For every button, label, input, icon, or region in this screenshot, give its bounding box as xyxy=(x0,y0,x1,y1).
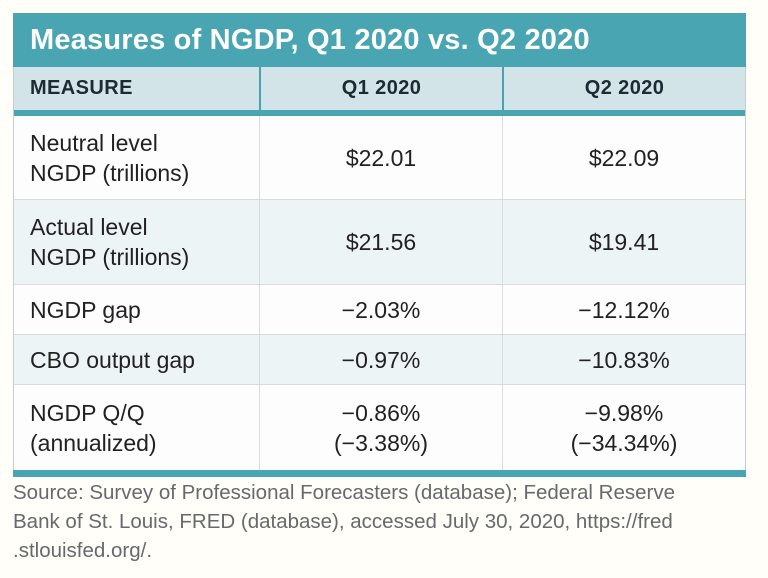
q1-value: −2.03% xyxy=(259,285,502,334)
q1-value: −0.97% xyxy=(259,335,502,384)
table-row-ngdp-qq: NGDP Q/Q (annualized) −0.86% (−3.38%) −9… xyxy=(14,384,745,470)
measure-label: CBO output gap xyxy=(30,346,195,373)
q2-value: $22.09 xyxy=(502,116,745,199)
measure-label: NGDP Q/Q (annualized) xyxy=(30,399,157,456)
table-row-ngdp-gap: NGDP gap −2.03% −12.12% xyxy=(14,284,745,334)
table-header-row: MEASURE Q1 2020 Q2 2020 xyxy=(14,67,745,110)
q1-value: $21.56 xyxy=(259,200,502,284)
table-row-cbo-output-gap: CBO output gap −0.97% −10.83% xyxy=(14,334,745,384)
q2-value: −9.98% (−34.34%) xyxy=(502,385,745,470)
measure-label: Actual level NGDP (trillions) xyxy=(30,214,190,270)
table-title-bar: Measures of NGDP, Q1 2020 vs. Q2 2020 xyxy=(13,13,746,67)
table-grid: MEASURE Q1 2020 Q2 2020 Neutral level NG… xyxy=(13,67,746,470)
source-line-3: .stlouisfed.org/. xyxy=(13,539,153,562)
measure-label: Neutral level NGDP (trillions) xyxy=(30,129,190,186)
column-header-measure: MEASURE xyxy=(30,77,133,99)
column-header-q1-2020: Q1 2020 xyxy=(259,67,502,110)
table-row-neutral-level: Neutral level NGDP (trillions) $22.01 $2… xyxy=(14,116,745,199)
q2-value: −12.12% xyxy=(502,285,745,334)
q1-value: $22.01 xyxy=(259,116,502,199)
q2-value: $19.41 xyxy=(502,200,745,284)
table-row-actual-level: Actual level NGDP (trillions) $21.56 $19… xyxy=(14,199,745,284)
table-bottom-border-bar xyxy=(13,470,746,477)
q1-value: −0.86% (−3.38%) xyxy=(259,385,502,470)
q2-value: −10.83% xyxy=(502,335,745,384)
column-header-q2-2020: Q2 2020 xyxy=(502,67,745,110)
source-note: Source: Survey of Professional Forecaste… xyxy=(13,478,763,565)
source-line-2: Bank of St. Louis, FRED (database), acce… xyxy=(13,510,673,533)
measure-label: NGDP gap xyxy=(30,296,141,323)
source-line-1: Source: Survey of Professional Forecaste… xyxy=(13,481,675,504)
table-title: Measures of NGDP, Q1 2020 vs. Q2 2020 xyxy=(30,23,590,56)
ngdp-table-figure: Measures of NGDP, Q1 2020 vs. Q2 2020 ME… xyxy=(13,13,746,477)
header-divider-bar xyxy=(14,110,745,116)
